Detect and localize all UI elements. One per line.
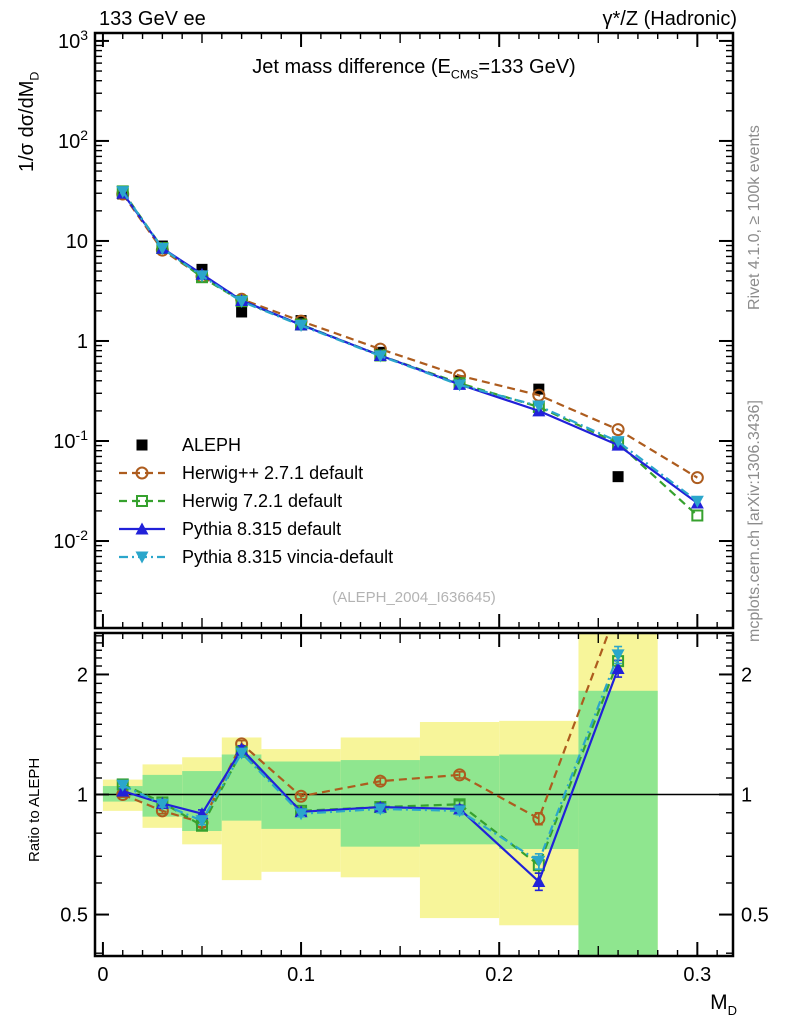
main-y-axis-label: 1/σ dσ/dMD (16, 71, 42, 172)
legend-label: Pythia 8.315 vincia-default (182, 546, 394, 567)
svg-text:2: 2 (741, 664, 752, 686)
legend-marker-square-filled (136, 439, 148, 451)
svg-text:0.5: 0.5 (60, 905, 88, 927)
svg-text:0.5: 0.5 (741, 905, 769, 927)
svg-text:10-1: 10-1 (53, 427, 88, 453)
process-label: γ*/Z (Hadronic) (602, 8, 737, 30)
main-panel-frame (93, 31, 735, 630)
axis-ticks (95, 33, 733, 956)
legend-label: Pythia 8.315 default (182, 518, 342, 539)
main-series-4 (116, 186, 704, 508)
legend-marker-triangle-down-filled (119, 551, 165, 564)
legend-label: Herwig++ 2.7.1 default (182, 462, 364, 483)
svg-text:1: 1 (77, 785, 88, 807)
legend-label: ALEPH (182, 434, 242, 455)
legend-item-1: Herwig++ 2.7.1 default (116, 459, 393, 487)
analysis-id-watermark: (ALEPH_2004_I636645) (332, 589, 496, 606)
svg-text:1: 1 (741, 785, 752, 807)
ratio-y-axis-label: Ratio to ALEPH (26, 757, 43, 862)
legend-item-4: Pythia 8.315 vincia-default (116, 543, 393, 571)
svg-text:10: 10 (66, 231, 88, 253)
legend-item-2: Herwig 7.2.1 default (116, 487, 393, 515)
svg-text:0.1: 0.1 (287, 964, 315, 986)
legend-label: Herwig 7.2.1 default (182, 490, 343, 511)
x-axis-label: MD (710, 991, 737, 1018)
legend: ALEPH Herwig++ 2.7.1 default Herwig 7.2.1 … (116, 431, 393, 571)
legend-marker-circle-open (119, 466, 165, 480)
svg-text:0.2: 0.2 (485, 964, 513, 986)
svg-text:0: 0 (97, 964, 108, 986)
legend-item-3: Pythia 8.315 default (116, 515, 393, 543)
svg-text:2: 2 (77, 664, 88, 686)
legend-marker-square-open (119, 495, 165, 507)
svg-text:103: 103 (58, 27, 88, 53)
svg-text:102: 102 (58, 127, 88, 153)
mcplots-reference-note: mcplots.cern.ch [arXiv:1306.3436] (746, 400, 763, 642)
beam-label: 133 GeV ee (99, 8, 206, 30)
svg-text:1: 1 (77, 331, 88, 353)
ratio-series-3 (116, 645, 625, 870)
svg-text:10-2: 10-2 (53, 527, 88, 553)
legend-item-0: ALEPH (116, 431, 393, 459)
uncertainty-bands (102, 633, 658, 956)
svg-text:0.3: 0.3 (683, 964, 711, 986)
generator-version-note: Rivet 4.1.0, ≥ 100k events (746, 125, 763, 310)
plot-title: Jet mass difference (ECMS=133 GeV) (252, 56, 576, 82)
legend-marker-triangle-up-filled (119, 522, 165, 535)
